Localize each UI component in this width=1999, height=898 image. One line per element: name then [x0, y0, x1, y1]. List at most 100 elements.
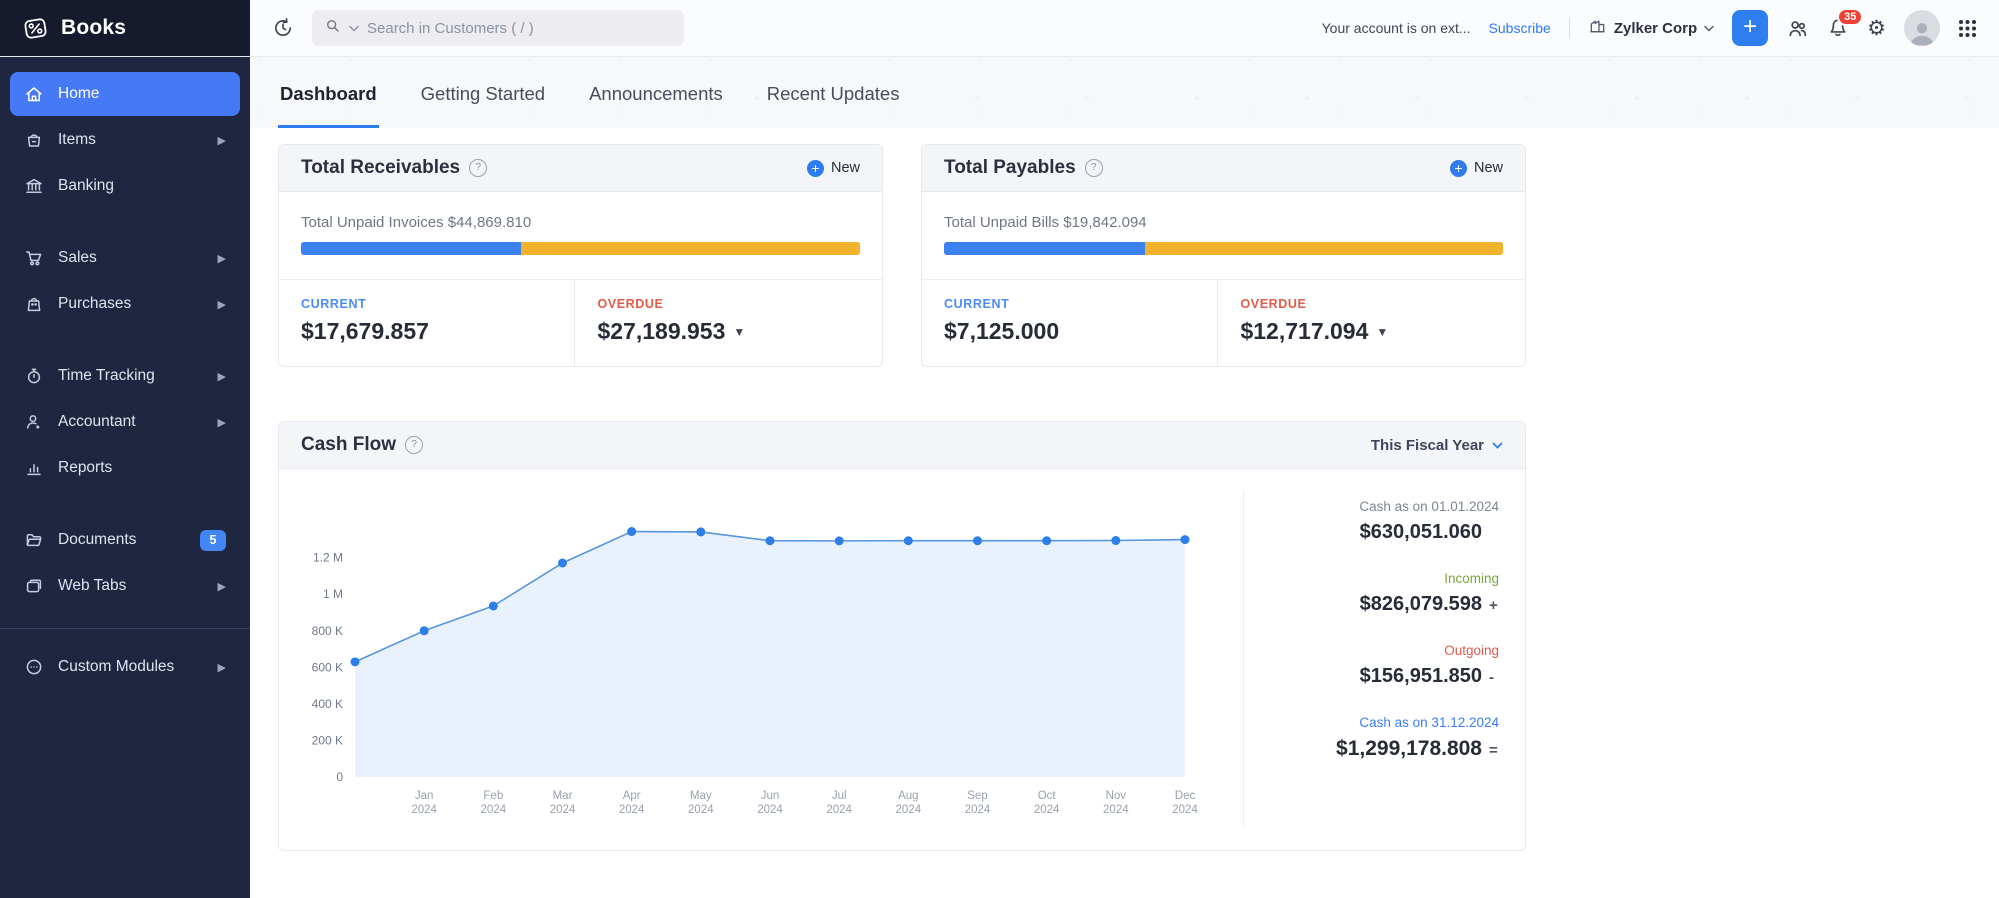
help-icon[interactable]: ? — [1084, 159, 1103, 177]
cash-flow-chart[interactable]: 0 200 K 400 K 600 K 800 K 1 M 1.2 M Jan 2024 Feb 2… — [279, 469, 1243, 850]
search-input[interactable]: Search in Customers ( / ) — [367, 19, 534, 37]
help-icon[interactable]: ? — [469, 159, 488, 177]
topbar: Books Search in Customers ( / ) Your acc… — [0, 0, 1999, 57]
summary-row-operator: + — [1489, 597, 1498, 614]
receivables-summary-label: Total Unpaid Invoices $44,869.810 — [301, 214, 532, 231]
plus-circle-icon: + — [806, 159, 824, 177]
search-icon — [324, 17, 341, 39]
sidebar-item-label: Reports — [58, 459, 113, 476]
chevron-down-icon — [1492, 442, 1503, 449]
cash-flow-title: Cash Flow — [301, 434, 397, 455]
organization-icon — [1588, 16, 1607, 40]
plus-circle-icon: + — [1449, 159, 1467, 177]
summary-row-value: $826,079.598 — [1359, 593, 1482, 615]
receivables-footer: CURRENT $17,679.857 OVERDUE $27,189.953 … — [279, 279, 882, 366]
tabs-row: Dashboard Getting Started Announcements Rec… — [250, 56, 1999, 128]
sidebar-item-accountant[interactable]: Accountant ▶ — [10, 400, 240, 444]
svg-text:600 K: 600 K — [312, 660, 343, 674]
header-band: Dashboard Getting Started Announcements Rec… — [250, 56, 1999, 128]
sidebar-item-label: Documents — [58, 531, 137, 548]
tab-getting-started[interactable]: Getting Started — [420, 83, 546, 104]
sidebar-item-label: Time Tracking — [58, 367, 155, 384]
fiscal-year-dropdown[interactable]: This Fiscal Year — [1371, 437, 1503, 454]
chevron-right-icon: ▶ — [217, 661, 226, 674]
footer-divider — [1217, 280, 1219, 366]
receivables-header: Total Receivables ? + New — [279, 145, 882, 192]
chevron-right-icon: ▶ — [217, 298, 226, 311]
receivables-title: Total Receivables — [301, 157, 461, 178]
users-icon[interactable] — [1786, 17, 1809, 40]
tab-dashboard[interactable]: Dashboard — [278, 83, 379, 128]
subscribe-link[interactable]: Subscribe — [1488, 20, 1551, 36]
receivables-current-block: CURRENT $17,679.857 — [279, 280, 574, 366]
logo-block[interactable]: Books — [0, 0, 250, 56]
sidebar-item-time-tracking[interactable]: Time Tracking ▶ — [10, 354, 240, 398]
documents-icon — [24, 530, 44, 550]
payables-footer: CURRENT $7,125.000 OVERDUE $12,717.094 ▼ — [922, 279, 1525, 366]
sidebar-item-home[interactable]: Home — [10, 72, 240, 116]
sidebar-item-items[interactable]: Items ▶ — [10, 118, 240, 162]
sidebar-item-label: Sales — [58, 249, 97, 266]
current-label: CURRENT — [301, 297, 367, 311]
refresh-icon[interactable] — [272, 17, 294, 39]
summary-row-value: $1,299,178.808 — [1336, 737, 1482, 760]
cash-flow-summary-row: Outgoing $156,951.850- — [1244, 643, 1499, 688]
cash-flow-summary-row: Cash as on 01.01.2024 $630,051.060 — [1244, 499, 1499, 544]
sidebar-item-banking[interactable]: Banking — [10, 164, 240, 208]
payables-header: Total Payables ? + New — [922, 145, 1525, 192]
global-search[interactable]: Search in Customers ( / ) — [312, 10, 684, 46]
purchases-icon — [24, 294, 44, 314]
sidebar-item-sales[interactable]: Sales ▶ — [10, 236, 240, 280]
caret-down-icon[interactable]: ▼ — [1376, 324, 1389, 339]
tab-recent-updates[interactable]: Recent Updates — [766, 83, 900, 104]
quick-create-button[interactable]: + — [1732, 10, 1769, 46]
tab-announcements[interactable]: Announcements — [589, 83, 723, 104]
account-notice: Your account is on ext... — [1321, 20, 1471, 36]
receivables-current-segment — [301, 242, 522, 255]
sidebar-item-purchases[interactable]: Purchases ▶ — [10, 282, 240, 326]
accountant-icon — [24, 412, 44, 432]
total-payables-card: Total Payables ? + New Total Unpaid Bill… — [921, 144, 1526, 367]
topbar-divider — [1568, 17, 1570, 39]
sidebar-nav: Home Items ▶ Banking Sales ▶ Purch — [0, 72, 250, 689]
receivables-overdue-block: OVERDUE $27,189.953 ▼ — [575, 280, 870, 366]
summary-row-value: $630,051.060 — [1359, 521, 1482, 543]
chevron-right-icon: ▶ — [217, 134, 226, 147]
search-scope-chevron-icon[interactable] — [349, 19, 359, 37]
payables-progress-bar — [944, 242, 1503, 255]
payables-new-button[interactable]: + New — [1449, 159, 1503, 177]
caret-down-icon[interactable]: ▼ — [733, 324, 746, 339]
chevron-right-icon: ▶ — [217, 252, 226, 265]
sidebar-item-web-tabs[interactable]: Web Tabs ▶ — [10, 564, 240, 608]
svg-text:0: 0 — [336, 770, 343, 784]
topbar-main: Search in Customers ( / ) Your account i… — [250, 0, 1999, 56]
payables-current-block: CURRENT $7,125.000 — [922, 280, 1217, 366]
settings-gear-icon[interactable]: ⚙ — [1867, 15, 1886, 40]
receivables-new-button[interactable]: + New — [806, 159, 860, 177]
payables-body: Total Unpaid Bills $19,842.094 — [922, 192, 1525, 279]
summary-row-label: Cash as on 31.12.2024 — [1359, 715, 1499, 730]
sidebar-item-documents[interactable]: Documents 5 — [10, 518, 240, 562]
notifications-button[interactable]: 35 — [1827, 8, 1864, 39]
sidebar-item-label: Banking — [58, 177, 115, 194]
apps-grid-icon[interactable] — [1958, 19, 1977, 38]
sidebar: Home Items ▶ Banking Sales ▶ Purch — [0, 56, 250, 898]
help-icon[interactable]: ? — [405, 436, 424, 454]
user-avatar[interactable] — [1904, 10, 1940, 46]
sidebar-item-label: Accountant — [58, 413, 136, 430]
chevron-right-icon: ▶ — [217, 416, 226, 429]
sidebar-item-reports[interactable]: Reports — [10, 446, 240, 490]
receivables-overdue-value: $27,189.953 — [597, 318, 726, 344]
cash-flow-card: Cash Flow ? This Fiscal Year 0 200 K 400 K… — [278, 421, 1526, 851]
svg-text:800 K: 800 K — [312, 624, 343, 638]
org-switcher[interactable]: Zylker Corp — [1588, 16, 1714, 40]
webtabs-icon — [24, 576, 44, 596]
sidebar-item-custom-modules[interactable]: Custom Modules ▶ — [10, 645, 240, 689]
